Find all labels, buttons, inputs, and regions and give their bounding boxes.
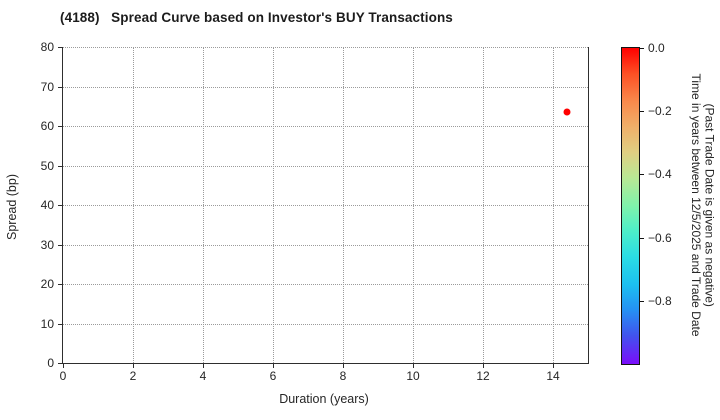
y-tick-mark-30 bbox=[58, 244, 62, 246]
colorbar-label-line1: Time in years between 12/5/2025 and Trad… bbox=[689, 73, 703, 337]
y-tick-mark-50 bbox=[58, 165, 62, 167]
colorbar-tick-label-−0.6: −0.6 bbox=[648, 230, 672, 245]
colorbar-label-line2: (Past Trade Date is given as negative) bbox=[702, 103, 717, 307]
chart-title: (4188) Spread Curve based on Investor's … bbox=[60, 10, 453, 25]
plot-area: 0 2 4 6 8 10 12 14 0 10 20 30 40 50 60 70 80 bbox=[41, 40, 589, 383]
gridline-y-70 bbox=[63, 86, 588, 88]
x-tick-label-4: 4 bbox=[199, 369, 207, 383]
x-tick-mark-6 bbox=[273, 364, 274, 368]
y-axis-label: Spread (bp) bbox=[5, 173, 19, 241]
gridline-y-40 bbox=[63, 205, 588, 206]
y-tick-label-50: 50 bbox=[40, 158, 54, 173]
x-tick-mark-10 bbox=[413, 364, 414, 368]
colorbar-tick-label-−0.4: −0.4 bbox=[648, 167, 672, 182]
scatter-point bbox=[563, 108, 571, 116]
colorbar-tick-label-−0.2: −0.2 bbox=[648, 104, 672, 119]
x-tick-label-8: 8 bbox=[339, 369, 347, 383]
y-tick-label-10: 10 bbox=[40, 316, 54, 331]
x-tick-mark-4 bbox=[203, 364, 204, 368]
x-tick-mark-8 bbox=[343, 364, 344, 368]
colorbar-tick-mark-−0.6 bbox=[640, 237, 644, 239]
colorbar: 0.0 −0.2 −0.4 −0.6 −0.8 bbox=[621, 41, 672, 365]
y-tick-mark-70 bbox=[58, 86, 62, 88]
gridline-y-30 bbox=[63, 244, 588, 246]
colorbar-tick-mark-0.0 bbox=[640, 48, 644, 49]
y-tick-mark-10 bbox=[58, 323, 62, 325]
y-tick-mark-80 bbox=[58, 47, 62, 48]
colorbar-tick-mark-−0.8 bbox=[640, 300, 644, 302]
y-tick-label-30: 30 bbox=[40, 237, 54, 252]
x-tick-label-2: 2 bbox=[129, 369, 137, 383]
y-tick-label-20: 20 bbox=[40, 277, 54, 291]
y-tick-label-0: 0 bbox=[47, 356, 54, 370]
y-tick-mark-40 bbox=[58, 205, 62, 206]
colorbar-tick-mark-−0.4 bbox=[640, 174, 644, 176]
y-tick-mark-60 bbox=[58, 126, 62, 127]
gridline-y-20 bbox=[63, 284, 588, 285]
y-tick-label-60: 60 bbox=[40, 119, 54, 133]
x-tick-mark-2 bbox=[133, 364, 134, 368]
colorbar-tick-mark-−0.2 bbox=[640, 111, 644, 113]
x-tick-mark-12 bbox=[483, 364, 484, 368]
y-tick-mark-0 bbox=[58, 363, 62, 364]
x-tick-label-0: 0 bbox=[59, 369, 67, 383]
x-tick-mark-14 bbox=[553, 364, 554, 368]
x-tick-label-14: 14 bbox=[546, 369, 560, 383]
x-tick-label-10: 10 bbox=[406, 369, 420, 383]
y-tick-label-70: 70 bbox=[40, 79, 54, 94]
x-axis-label: Duration (years) bbox=[279, 392, 369, 406]
colorbar-label: Time in years between 12/5/2025 and Trad… bbox=[689, 73, 717, 337]
x-tick-label-12: 12 bbox=[476, 369, 490, 383]
y-tick-mark-20 bbox=[58, 284, 62, 285]
gridline-y-50 bbox=[63, 165, 588, 167]
gridline-y-60 bbox=[63, 126, 588, 127]
gridline-y-10 bbox=[63, 323, 588, 325]
y-tick-label-80: 80 bbox=[40, 40, 54, 54]
y-tick-label-40: 40 bbox=[40, 198, 54, 212]
colorbar-tick-label-−0.8: −0.8 bbox=[648, 293, 672, 308]
gridline-y-80 bbox=[63, 47, 588, 48]
x-tick-label-6: 6 bbox=[269, 369, 277, 383]
colorbar-tick-label-0.0: 0.0 bbox=[648, 41, 665, 55]
x-tick-mark-0 bbox=[63, 364, 64, 368]
